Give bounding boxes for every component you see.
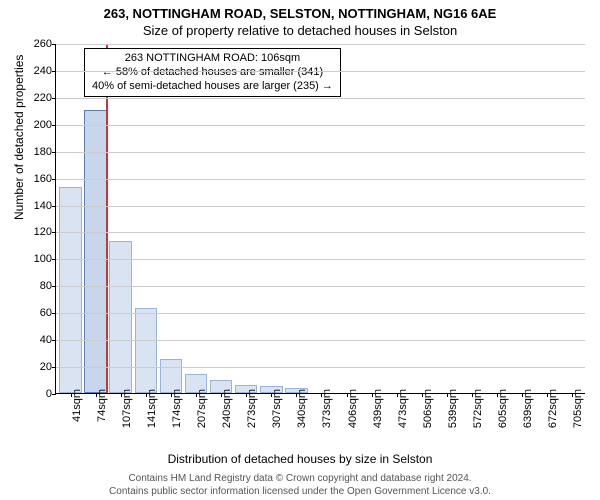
ytick-mark (52, 44, 56, 45)
gridline (56, 232, 585, 233)
ytick-label: 220 (26, 92, 52, 104)
x-axis-label: Distribution of detached houses by size … (0, 452, 600, 466)
xtick-label: 572sqm (472, 389, 484, 428)
xtick-label: 539sqm (447, 389, 459, 428)
xtick-label: 373sqm (321, 389, 333, 428)
ytick-mark (52, 71, 56, 72)
chart-container: 263, NOTTINGHAM ROAD, SELSTON, NOTTINGHA… (0, 0, 600, 500)
gridline (56, 152, 585, 153)
bar (109, 241, 132, 393)
gridline (56, 44, 585, 45)
xtick-label: 207sqm (196, 389, 208, 428)
xtick-label: 174sqm (171, 389, 183, 428)
xtick-label: 74sqm (96, 389, 108, 422)
ytick-label: 60 (26, 307, 52, 319)
xtick-label: 340sqm (296, 389, 308, 428)
bar (135, 308, 158, 393)
ytick-label: 20 (26, 361, 52, 373)
bar (84, 110, 107, 393)
xtick-label: 639sqm (522, 389, 534, 428)
xtick-label: 307sqm (271, 389, 283, 428)
gridline (56, 286, 585, 287)
xtick-label: 473sqm (397, 389, 409, 428)
ytick-label: 0 (26, 388, 52, 400)
xtick-label: 506sqm (422, 389, 434, 428)
ytick-label: 140 (26, 200, 52, 212)
title-sub: Size of property relative to detached ho… (0, 21, 600, 42)
ytick-mark (52, 179, 56, 180)
ytick-label: 120 (26, 226, 52, 238)
xtick-label: 107sqm (121, 389, 133, 428)
xtick-label: 406sqm (347, 389, 359, 428)
annotation-line3: 40% of semi-detached houses are larger (… (92, 80, 333, 94)
ytick-mark (52, 340, 56, 341)
xtick-label: 41sqm (71, 389, 83, 422)
ytick-label: 160 (26, 173, 52, 185)
bar (160, 359, 183, 393)
footer-line2: Contains public sector information licen… (0, 486, 600, 499)
gridline (56, 259, 585, 260)
ytick-mark (52, 232, 56, 233)
footer-attribution: Contains HM Land Registry data © Crown c… (0, 473, 600, 498)
ytick-label: 260 (26, 38, 52, 50)
gridline (56, 71, 585, 72)
gridline (56, 125, 585, 126)
bar (59, 187, 82, 393)
gridline (56, 340, 585, 341)
annotation-line1: 263 NOTTINGHAM ROAD: 106sqm (92, 52, 333, 66)
ytick-label: 100 (26, 253, 52, 265)
ytick-mark (52, 313, 56, 314)
gridline (56, 98, 585, 99)
ytick-mark (52, 98, 56, 99)
xtick-label: 605sqm (497, 389, 509, 428)
ytick-label: 180 (26, 146, 52, 158)
gridline (56, 313, 585, 314)
ytick-mark (52, 152, 56, 153)
footer-line1: Contains HM Land Registry data © Crown c… (0, 473, 600, 486)
y-axis-label: Number of detached properties (12, 55, 26, 220)
title-main: 263, NOTTINGHAM ROAD, SELSTON, NOTTINGHA… (0, 0, 600, 21)
gridline (56, 179, 585, 180)
ytick-label: 200 (26, 119, 52, 131)
xtick-label: 141sqm (146, 389, 158, 428)
ytick-mark (52, 259, 56, 260)
ytick-mark (52, 394, 56, 395)
ytick-mark (52, 206, 56, 207)
ytick-mark (52, 286, 56, 287)
annotation-line2: ← 58% of detached houses are smaller (34… (92, 66, 333, 80)
gridline (56, 367, 585, 368)
gridline (56, 206, 585, 207)
ytick-label: 240 (26, 65, 52, 77)
xtick-label: 672sqm (547, 389, 559, 428)
ytick-label: 40 (26, 334, 52, 346)
annotation-box: 263 NOTTINGHAM ROAD: 106sqm ← 58% of det… (84, 48, 341, 97)
xtick-label: 273sqm (246, 389, 258, 428)
xtick-label: 705sqm (572, 389, 584, 428)
xtick-label: 439sqm (372, 389, 384, 428)
chart-plot-area: 41sqm74sqm107sqm141sqm174sqm207sqm240sqm… (55, 44, 585, 394)
ytick-mark (52, 367, 56, 368)
ytick-label: 80 (26, 280, 52, 292)
ytick-mark (52, 125, 56, 126)
xtick-label: 240sqm (221, 389, 233, 428)
